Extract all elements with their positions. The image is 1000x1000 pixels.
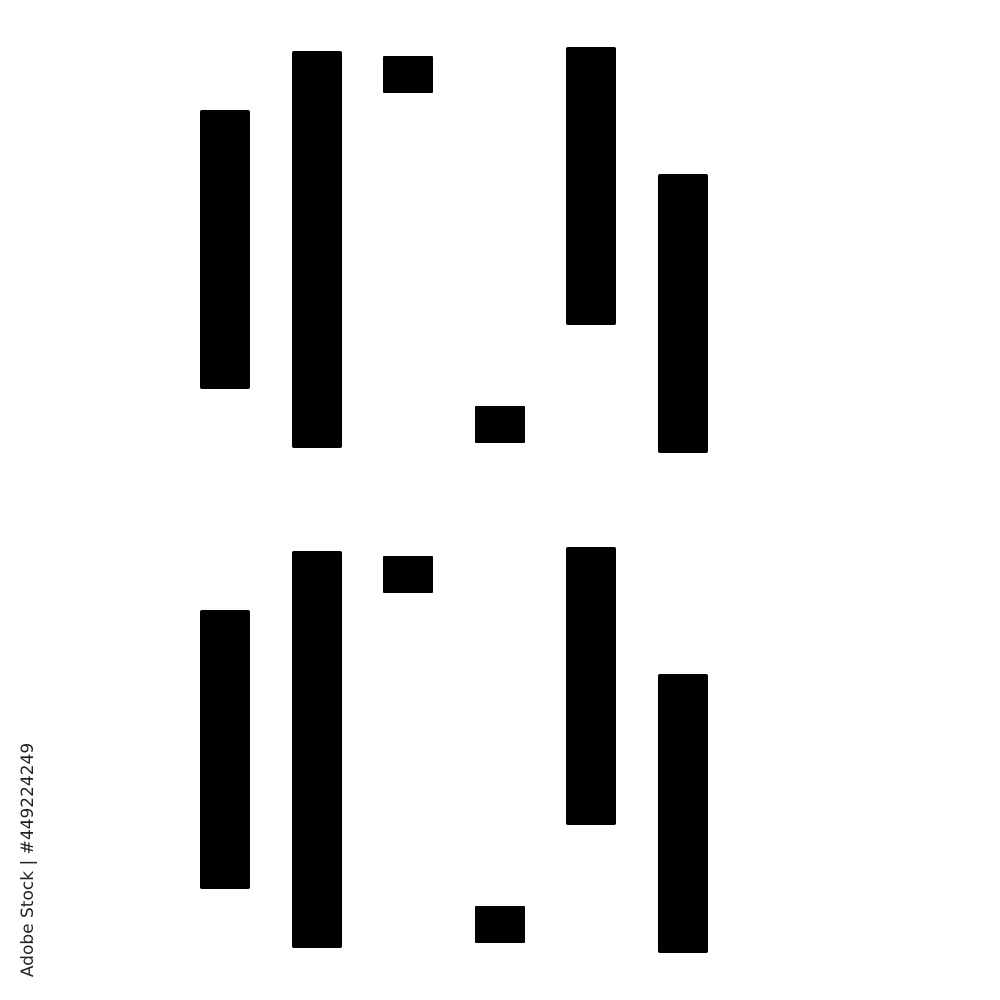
red-candlesticks — [200, 42, 799, 458]
green-candle-set — [200, 542, 799, 958]
green-candlesticks — [200, 542, 799, 958]
red-candle-set — [200, 42, 799, 458]
credit-text: Adobe Stock | #449224249 — [18, 743, 38, 977]
